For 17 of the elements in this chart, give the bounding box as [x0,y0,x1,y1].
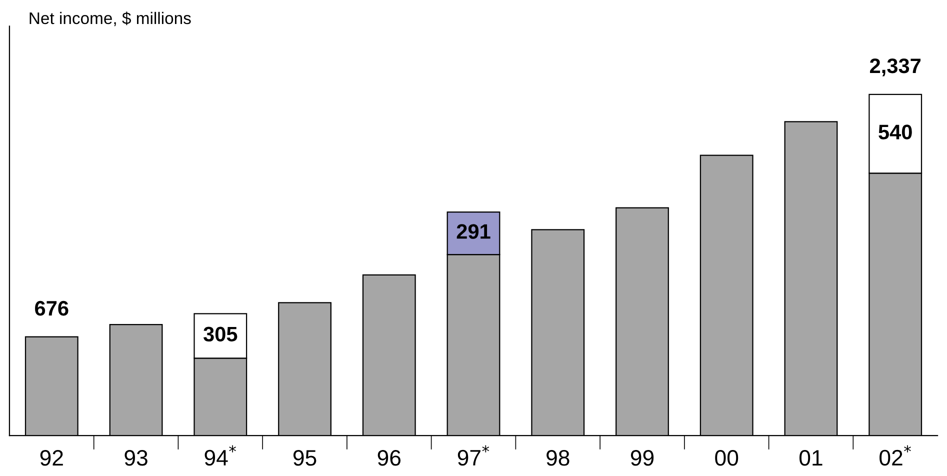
x-tick-label: 96 [378,450,401,466]
x-tick-label: 94$^{*}$ [204,445,236,466]
x-tick-label: 92 [40,450,63,466]
total-label: 676 [35,300,68,316]
data-label: 305 [203,326,238,342]
x-tick-label: 02$^{*}$ [880,445,911,466]
x-tick-label: 00 [715,450,738,466]
total-label: 2,337 [870,58,920,76]
chart-title: Net income, $ millions [30,12,191,26]
x-tick-label: 93 [124,450,148,466]
x-tick-label: 97$^{*}$ [458,445,490,466]
data-label: 291 [456,224,490,239]
x-tick-label: 98 [546,450,570,466]
x-tick-label: 99 [630,450,654,466]
x-tick-label: 95 [293,450,316,466]
x-tick-label: 01 [799,450,822,466]
data-label: 540 [878,124,912,140]
